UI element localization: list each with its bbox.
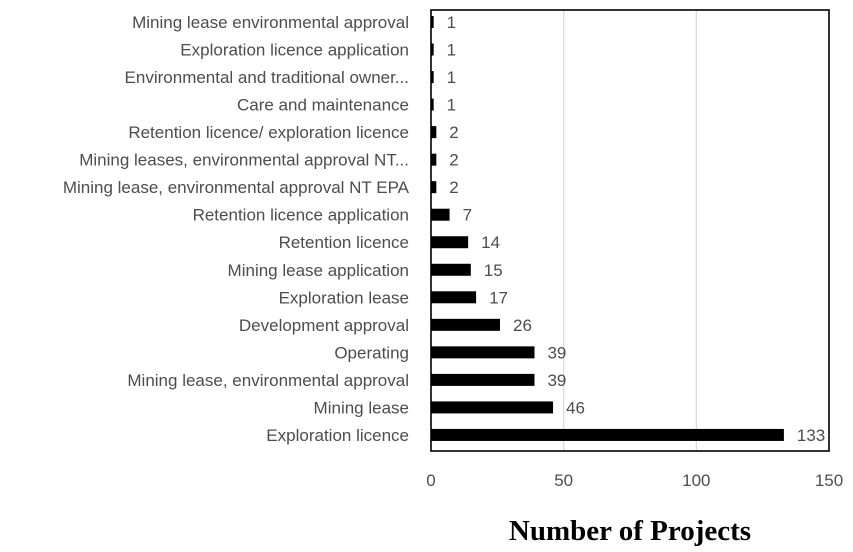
bar-14 (431, 401, 554, 414)
category-label: Care and maintenance (237, 96, 409, 115)
data-label: 39 (547, 371, 566, 390)
bar-8 (431, 236, 469, 249)
data-label: 2 (449, 178, 458, 197)
x-axis-title: Number of Projects (509, 515, 751, 547)
x-axis-ticks: 0 50 100 150 (426, 471, 843, 490)
data-label: 1 (447, 68, 456, 87)
x-tick-label: 50 (554, 471, 573, 490)
category-label: Environmental and traditional owner... (125, 68, 409, 87)
bar-2 (431, 71, 434, 84)
bar-15 (431, 428, 784, 441)
bar-3 (431, 98, 434, 111)
data-label: 14 (481, 233, 500, 252)
data-label: 2 (449, 123, 458, 142)
category-label: Retention licence (279, 233, 409, 252)
category-label: Operating (334, 343, 409, 362)
category-label: Mining lease, environmental approval (127, 371, 409, 390)
category-label: Retention licence application (193, 206, 409, 225)
x-tick-label: 150 (815, 471, 843, 490)
category-label: Mining lease application (228, 261, 409, 280)
bar-5 (431, 153, 437, 166)
category-label: Exploration licence (266, 426, 409, 445)
bar-7 (431, 208, 450, 221)
category-label: Mining leases, environmental approval NT… (79, 151, 409, 170)
data-label: 1 (447, 41, 456, 60)
bar-11 (431, 318, 500, 331)
bar-0 (431, 16, 434, 28)
category-label: Mining lease (314, 398, 409, 417)
bars (431, 16, 784, 441)
bar-12 (431, 346, 535, 359)
category-label: Exploration lease (279, 288, 409, 307)
category-label: Exploration licence application (180, 41, 409, 60)
bar-13 (431, 373, 535, 386)
category-labels: Mining lease environmental approval Explo… (63, 13, 410, 445)
plot-border (430, 9, 830, 452)
data-label: 1 (447, 13, 456, 32)
data-label: 2 (449, 151, 458, 170)
bar-6 (431, 181, 437, 194)
gridlines (563, 10, 697, 451)
x-tick-label: 100 (682, 471, 710, 490)
plot-area-frame (430, 9, 830, 452)
category-label: Mining lease, environmental approval NT … (63, 178, 410, 197)
bar-4 (431, 126, 437, 139)
category-label: Retention licence/ exploration licence (128, 123, 409, 142)
x-tick-label: 0 (426, 471, 435, 490)
data-label: 15 (484, 261, 503, 280)
bar-1 (431, 43, 434, 56)
category-label: Development approval (239, 316, 409, 335)
bar-10 (431, 291, 477, 304)
bar-9 (431, 263, 471, 276)
data-label: 133 (797, 426, 825, 445)
data-label: 1 (447, 96, 456, 115)
data-label: 39 (547, 343, 566, 362)
data-label: 7 (463, 206, 472, 225)
category-label: Mining lease environmental approval (132, 13, 409, 32)
data-label: 26 (513, 316, 532, 335)
data-label: 46 (566, 398, 585, 417)
data-label: 17 (489, 288, 508, 307)
